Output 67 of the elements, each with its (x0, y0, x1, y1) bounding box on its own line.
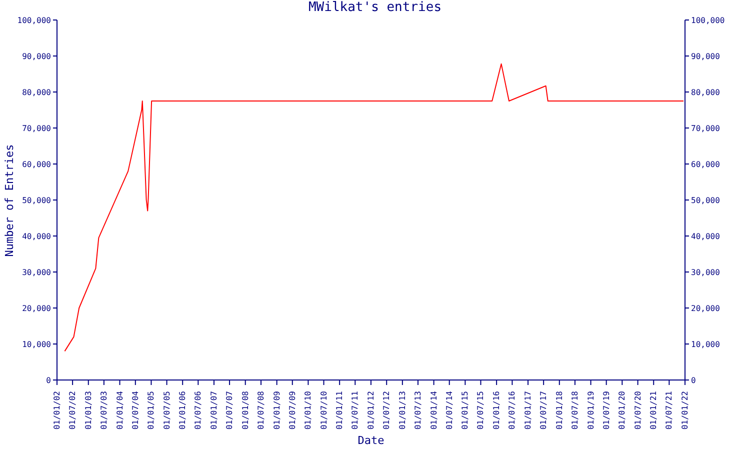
y2-tick-label: 0 (691, 376, 696, 385)
x-tick-label: 01/01/19 (586, 390, 596, 430)
x-tick-label: 01/01/03 (84, 390, 93, 430)
x-tick-label: 01/01/13 (398, 390, 407, 430)
y-tick-label: 30,000 (22, 268, 52, 277)
x-tick-label: 01/01/10 (304, 390, 313, 430)
y2-tick-label: 70,000 (691, 124, 720, 133)
y2-tick-label: 80,000 (691, 88, 720, 97)
x-tick-label: 01/01/11 (335, 390, 344, 430)
x-tick-label: 01/01/04 (115, 390, 124, 430)
y-tick-label: 80,000 (22, 88, 52, 97)
x-tick-label: 01/07/03 (99, 390, 108, 430)
y-tick-label: 70,000 (22, 124, 52, 133)
y2-tick-label: 50,000 (691, 196, 720, 205)
x-tick-label: 01/07/07 (225, 390, 234, 430)
x-tick-label: 01/01/22 (680, 390, 690, 430)
x-tick-label: 01/01/14 (429, 390, 438, 430)
y2-tick-label: 60,000 (691, 160, 720, 169)
x-tick-label: 01/07/15 (476, 390, 486, 430)
x-tick-label: 01/01/09 (272, 390, 282, 430)
y2-tick-label: 90,000 (691, 52, 720, 61)
x-tick-label: 01/01/20 (618, 390, 627, 430)
x-tick-label: 01/07/14 (444, 390, 454, 430)
x-tick-label: 01/07/12 (382, 390, 392, 430)
x-tick-label: 01/07/20 (633, 390, 642, 430)
y-tick-label: 20,000 (22, 304, 52, 313)
x-tick-label: 01/07/05 (162, 390, 172, 430)
x-tick-label: 01/01/21 (649, 390, 658, 430)
x-tick-label: 01/07/18 (570, 390, 580, 430)
chart-title: MWilkat's entries (307, 0, 443, 15)
x-tick-label: 01/07/08 (256, 390, 266, 430)
x-tick-label: 01/07/16 (508, 390, 517, 430)
x-tick-label: 01/01/18 (554, 390, 564, 430)
line-series (64, 63, 684, 352)
x-tick-label: 01/07/04 (130, 390, 140, 430)
y-tick-label: 10,000 (22, 340, 52, 349)
y2-tick-label: 10,000 (691, 340, 720, 349)
x-tick-label: 01/07/13 (413, 390, 422, 430)
x-tick-label: 01/01/16 (492, 390, 502, 430)
x-tick-label: 01/07/06 (194, 390, 203, 430)
x-tick-label: 01/07/19 (602, 390, 611, 430)
y2-tick-label: 20,000 (691, 304, 720, 313)
x-axis-title: Date (356, 434, 386, 447)
x-tick-label: 01/07/21 (664, 390, 674, 430)
y-tick-label: 40,000 (22, 232, 52, 241)
x-tick-label: 01/07/17 (539, 390, 548, 430)
y-tick-label: 50,000 (22, 196, 52, 205)
y-tick-label: 100,000 (17, 16, 52, 25)
y-tick-label: 90,000 (22, 52, 52, 61)
y2-tick-label: 40,000 (691, 232, 720, 241)
y-tick-label: 60,000 (22, 160, 52, 169)
x-tick-label: 01/01/17 (524, 390, 533, 430)
x-tick-label: 01/07/11 (350, 390, 360, 430)
x-tick-label: 01/07/02 (68, 390, 78, 430)
y-axis-title: Number of Entries (2, 144, 16, 256)
x-tick-label: 01/01/05 (146, 390, 156, 430)
x-tick-label: 01/01/15 (460, 390, 470, 430)
y-tick-label: 0 (46, 376, 52, 385)
x-tick-label: 01/01/07 (209, 390, 218, 430)
x-tick-label: 01/07/10 (319, 390, 328, 430)
x-tick-label: 01/01/02 (52, 390, 62, 430)
x-tick-label: 01/01/06 (178, 390, 188, 430)
y2-tick-label: 100,000 (691, 16, 725, 25)
x-tick-label: 01/01/08 (240, 390, 250, 430)
y2-tick-label: 30,000 (691, 268, 720, 277)
x-tick-label: 01/01/12 (366, 390, 376, 430)
x-tick-label: 01/07/09 (288, 390, 297, 430)
